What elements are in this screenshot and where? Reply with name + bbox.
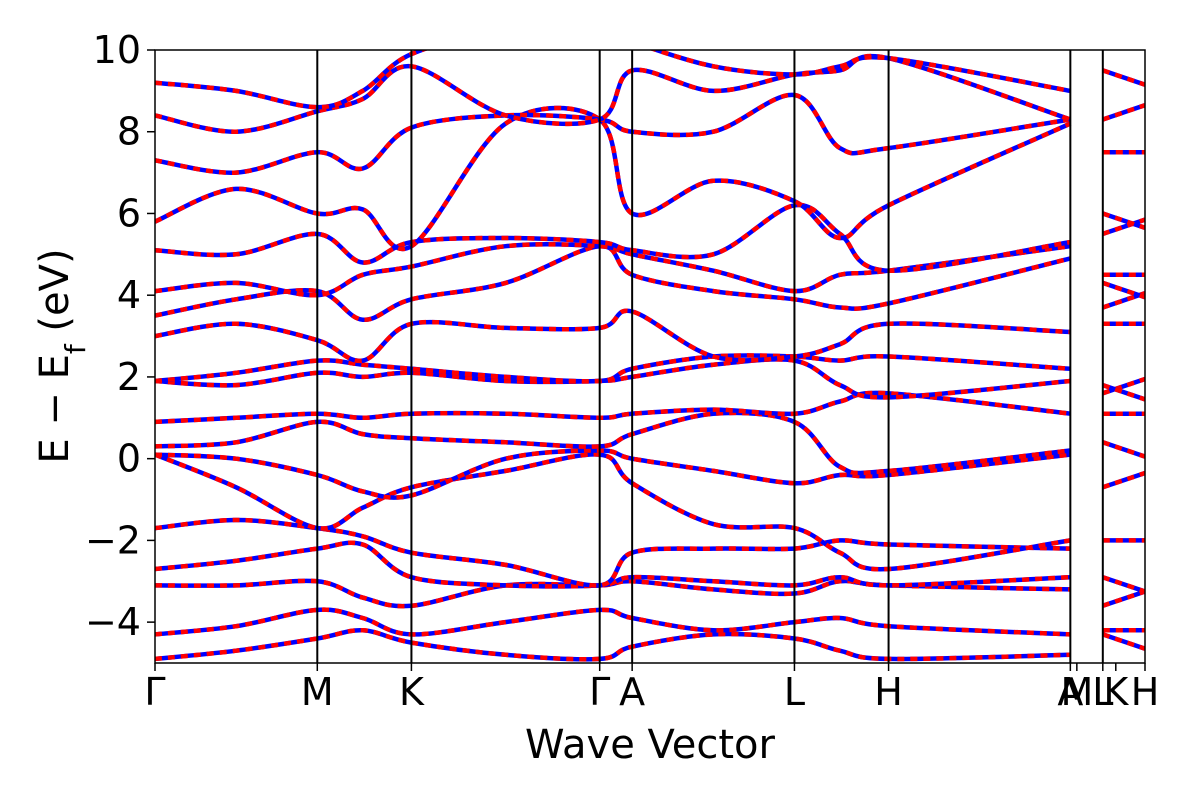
y-tick-label: −2 xyxy=(85,518,141,562)
band-9 xyxy=(155,390,1071,425)
band-1-blue-line xyxy=(155,628,1071,662)
band-16 xyxy=(155,105,1072,252)
x-tick-label-5: A xyxy=(619,670,645,714)
band-18 xyxy=(155,53,1072,134)
tail-band-19 xyxy=(1102,68,1145,87)
band-5-red-line xyxy=(155,517,1071,588)
band-12-red-line xyxy=(155,308,1071,363)
band-19-red-line xyxy=(155,50,1071,110)
tail-band-19-blue-line xyxy=(1102,68,1145,87)
y-tick-label: 6 xyxy=(117,191,141,235)
band-15 xyxy=(155,202,1071,273)
tail-band-1-blue-line xyxy=(1102,632,1145,651)
x-tick-label-12: H xyxy=(1131,670,1160,714)
tail-band-3-blue-line xyxy=(1102,589,1145,608)
y-tick-label: 4 xyxy=(117,273,141,317)
y-axis-title: E − Ef (eV) xyxy=(32,248,92,463)
band-2 xyxy=(155,607,1071,637)
band-15-blue-line xyxy=(155,202,1071,273)
y-axis-title-main: E − E xyxy=(32,354,78,464)
band-1 xyxy=(155,628,1071,662)
kpoint-lines-layer xyxy=(316,50,1104,663)
band-9-red-line xyxy=(155,390,1071,425)
tail-band-6 xyxy=(1102,470,1145,490)
y-tick-label: 10 xyxy=(93,28,141,72)
band-8 xyxy=(155,410,1071,476)
x-tick-label-3: K xyxy=(399,670,425,714)
tail-band-7 xyxy=(1102,440,1145,459)
tail-band-4 xyxy=(1102,575,1145,594)
band-12 xyxy=(155,308,1071,363)
band-13 xyxy=(155,243,1071,322)
band-13-blue-line xyxy=(155,243,1071,322)
y-tick-label: −4 xyxy=(85,600,141,644)
x-tick-label-8: A xyxy=(1057,670,1083,714)
tail-band-16-blue-line xyxy=(1102,211,1145,230)
tail-band-15 xyxy=(1102,217,1145,237)
tail-band-6-blue-line xyxy=(1102,470,1145,490)
tail-band-7-blue-line xyxy=(1102,440,1145,459)
tail-band-4-blue-line xyxy=(1102,575,1145,594)
y-axis-title-unit: (eV) xyxy=(32,248,78,344)
band-6-red-line xyxy=(155,452,1071,572)
band-8-blue-line xyxy=(155,410,1071,476)
band-16-red-line xyxy=(155,105,1072,252)
tail-band-16 xyxy=(1102,211,1145,230)
tail-band-3 xyxy=(1102,589,1145,608)
y-axis-ticks: −4 −2 0 2 4 6 8 10 xyxy=(85,28,155,644)
band-1-red-line xyxy=(155,628,1071,662)
x-tick-label-6: L xyxy=(784,670,805,714)
tail-band-18-blue-line xyxy=(1102,103,1145,122)
x-tick-label-2: M xyxy=(301,670,334,714)
band-2-red-line xyxy=(155,607,1071,637)
tail-band-1 xyxy=(1102,632,1145,651)
tail-band-10-blue-line xyxy=(1102,382,1145,402)
x-tick-label-10: L xyxy=(1092,670,1113,714)
band-12-blue-line xyxy=(155,308,1071,363)
x-tick-label-11: K xyxy=(1103,670,1129,714)
plot-frame xyxy=(154,49,1146,664)
x-axis-title: Wave Vector xyxy=(525,722,776,768)
band-19 xyxy=(155,50,1071,110)
x-tick-label-1: Γ xyxy=(144,670,165,714)
tail-band-18 xyxy=(1102,103,1145,122)
band-2-blue-line xyxy=(155,607,1071,637)
x-tick-label-4: Γ xyxy=(589,670,610,714)
tail-band-15-blue-line xyxy=(1102,217,1145,237)
band-13-red-line xyxy=(155,243,1071,322)
tail-band-9 xyxy=(1102,376,1145,396)
x-tick-label-7: H xyxy=(874,670,903,714)
y-tick-label: 2 xyxy=(117,355,141,399)
bands-layer xyxy=(155,50,1145,662)
band-18-blue-line xyxy=(155,53,1072,134)
tail-band-10 xyxy=(1102,382,1145,402)
y-tick-label: 0 xyxy=(117,437,141,481)
band-16-blue-line xyxy=(155,105,1072,252)
x-tick-label-9: M xyxy=(1060,670,1093,714)
y-axis-title-subscript: f xyxy=(59,343,92,354)
tail-band-9-blue-line xyxy=(1102,376,1145,396)
tail-band-13 xyxy=(1102,280,1145,300)
y-tick-label: 8 xyxy=(117,110,141,154)
tail-band-13-blue-line xyxy=(1102,280,1145,300)
